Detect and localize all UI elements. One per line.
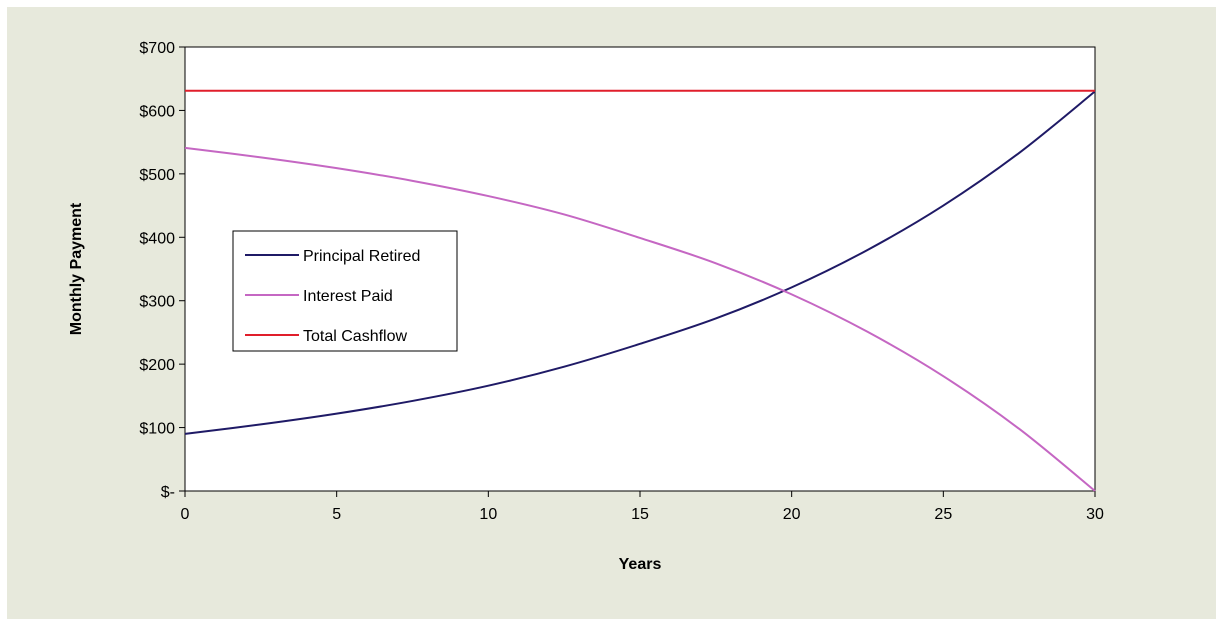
- y-tick-label: $500: [139, 167, 175, 184]
- line-chart: $- $100 $200 $300 $400 $500 $600 $700 0 5 10 15 20 25…: [68, 40, 1104, 573]
- x-tick-label: 0: [181, 506, 190, 523]
- y-tick-label: $600: [139, 103, 175, 120]
- x-tick-label: 20: [783, 506, 801, 523]
- y-tick-label: $200: [139, 357, 175, 374]
- legend-label-principal-retired: Principal Retired: [303, 248, 420, 265]
- y-tick-label: $300: [139, 294, 175, 311]
- y-tick-label: $400: [139, 230, 175, 247]
- x-tick-label: 5: [332, 506, 341, 523]
- x-tick-label: 10: [479, 506, 497, 523]
- x-tick-label: 25: [934, 506, 952, 523]
- x-axis-title: Years: [619, 556, 662, 573]
- x-tick-label: 30: [1086, 506, 1104, 523]
- y-axis-title: Monthly Payment: [68, 202, 85, 335]
- series-line-interest-paid: [184, 146, 1096, 492]
- legend: Principal Retired Interest Paid Total Cash…: [232, 230, 458, 352]
- legend-label-total-cashflow: Total Cashflow: [303, 328, 407, 345]
- y-tick-label: $700: [139, 40, 175, 57]
- y-tick-label: $100: [139, 421, 175, 438]
- y-tick-label: $-: [161, 484, 175, 501]
- legend-label-interest-paid: Interest Paid: [303, 288, 393, 305]
- chart-frame: $- $100 $200 $300 $400 $500 $600 $700 0 5 10 15 20 25…: [7, 7, 1216, 619]
- x-tick-label: 15: [631, 506, 649, 523]
- series-line-principal-retired: [184, 90, 1096, 435]
- axes-layer: $- $100 $200 $300 $400 $500 $600 $700 0 5 10 15 20 25…: [139, 40, 1104, 523]
- legend-box: [232, 230, 458, 352]
- series-layer: [184, 89, 1096, 492]
